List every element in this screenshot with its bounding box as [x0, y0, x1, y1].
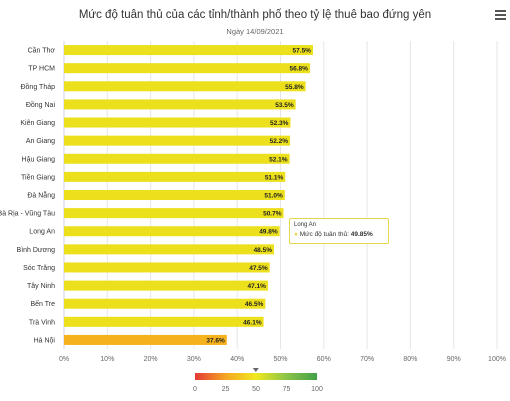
bar [64, 153, 290, 164]
bar [64, 334, 227, 345]
category-label: Đà Nẵng [27, 191, 55, 200]
color-axis-marker-icon [252, 368, 259, 372]
bar [64, 190, 285, 200]
bar [64, 171, 286, 182]
category-label: Trà Vinh [29, 319, 55, 326]
x-tick-label: 30% [187, 356, 201, 363]
color-axis-tick-label: 100 [311, 386, 323, 393]
tooltip-marker-icon: ● [294, 231, 298, 238]
category-label: Hà Nội [34, 337, 56, 344]
category-label: Sóc Trăng [23, 265, 55, 272]
data-label: 37.6% [206, 337, 225, 344]
x-tick-label: 60% [317, 356, 331, 363]
tooltip: Long An ● Mức độ tuân thủ: 49.85% [289, 218, 389, 244]
x-tick-label: 40% [230, 356, 244, 363]
x-tick-label: 90% [447, 356, 461, 363]
category-label: Cần Thơ [28, 46, 56, 55]
bar [64, 63, 310, 74]
color-axis-tick-label: 25 [222, 386, 230, 393]
tooltip-value: 49.85% [350, 231, 373, 238]
data-label: 52.3% [270, 120, 289, 127]
category-label: Đồng Tháp [20, 82, 55, 91]
x-tick-label: 70% [360, 356, 374, 363]
category-label: Bến Tre [30, 299, 55, 308]
x-tick-label: 20% [144, 356, 158, 363]
bar [64, 298, 266, 309]
bar [64, 226, 280, 237]
bar [64, 262, 270, 273]
color-axis-tick-label: 75 [283, 386, 291, 393]
category-label: Tiền Giang [21, 172, 55, 181]
data-label: 47.1% [248, 283, 267, 290]
category-label: Tây Ninh [27, 283, 55, 290]
data-label: 51.1% [265, 174, 284, 181]
data-label: 46.5% [245, 301, 264, 308]
data-label: 49.8% [259, 229, 278, 236]
color-axis-gradient [195, 373, 317, 380]
x-tick-label: 100% [488, 356, 506, 363]
category-label: Bình Dương [17, 247, 56, 254]
category-label: Hậu Giang [22, 156, 56, 163]
x-tick-label: 50% [273, 356, 287, 363]
x-tick-label: 80% [403, 356, 417, 363]
category-label: Bà Rịa - Vũng Tàu [0, 211, 55, 218]
tooltip-label: Mức độ tuân thủ: [299, 231, 349, 238]
data-label: 53.5% [275, 102, 294, 109]
bar [64, 316, 264, 327]
bar [64, 45, 313, 56]
data-label: 56.8% [290, 66, 309, 73]
data-label: 51.0% [264, 193, 283, 200]
category-label: An Giang [26, 138, 55, 145]
data-label: 50.7% [263, 211, 282, 218]
chart-menu-icon[interactable] [495, 10, 506, 20]
data-label: 55.8% [285, 84, 304, 91]
data-label: 52.1% [269, 156, 288, 163]
data-label: 48.5% [254, 247, 273, 254]
color-axis-tick-label: 50 [252, 386, 260, 393]
category-label: Long An [29, 229, 55, 236]
bar [64, 117, 291, 128]
bar [64, 81, 306, 92]
chart-title: Mức độ tuân thủ của các tỉnh/thành phố t… [78, 9, 432, 21]
bar [64, 244, 275, 255]
bar [64, 280, 268, 291]
data-label: 46.1% [243, 319, 262, 326]
category-label: Đồng Nai [26, 100, 56, 109]
bar [64, 208, 284, 219]
bar [64, 135, 291, 146]
chart-subtitle: Ngày 14/09/2021 [226, 27, 284, 36]
category-label: Kiên Giang [20, 120, 55, 127]
data-label: 52.2% [270, 138, 289, 145]
bar [64, 99, 296, 110]
x-tick-label: 0% [59, 356, 69, 363]
color-axis-tick-label: 0 [193, 386, 197, 393]
category-label: TP HCM [28, 66, 55, 73]
x-tick-label: 10% [100, 356, 114, 363]
data-label: 57.5% [293, 48, 312, 55]
tooltip-category: Long An [294, 222, 317, 228]
data-label: 47.5% [249, 265, 268, 272]
